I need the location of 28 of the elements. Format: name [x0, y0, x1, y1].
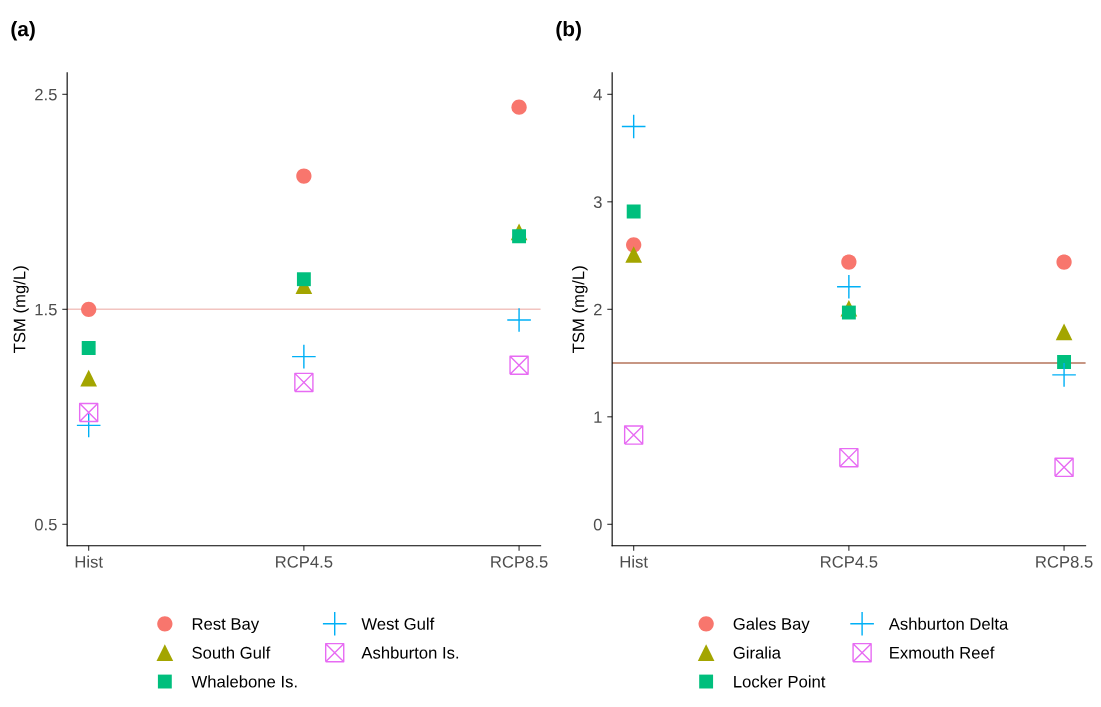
- legend-label: Rest Bay: [192, 618, 260, 634]
- y-tick-label: 4: [593, 88, 602, 101]
- x-tick-label: Hist: [620, 555, 648, 568]
- y-tick-label: 1.5: [35, 303, 57, 316]
- y-axis-title: TSM (mg/L): [572, 266, 588, 353]
- legend-label: Giralia: [733, 646, 781, 659]
- x-tick-label: RCP4.5: [276, 555, 333, 568]
- legend-label: Locker Point: [734, 675, 826, 688]
- legend-label: West Gulf: [361, 617, 435, 630]
- chart-title: (a): [11, 21, 35, 41]
- chart-title: (b): [556, 21, 581, 41]
- y-axis-title: TSM (mg/L): [13, 266, 29, 353]
- legend-label: Exmouth Reef: [890, 646, 995, 659]
- x-tick-label: RCP8.5: [491, 555, 548, 568]
- legend-label: Gales Bay: [733, 617, 810, 634]
- legend-label: Whalebone Is.: [191, 675, 297, 688]
- legend-label: Ashburton Is.: [361, 646, 459, 659]
- legend-label: Ashburton Delta: [888, 617, 1009, 630]
- y-tick-label: 2.5: [35, 88, 57, 101]
- legend-label: South Gulf: [192, 646, 271, 659]
- y-tick-label: 2: [594, 303, 602, 316]
- x-tick-label: Hist: [75, 555, 103, 568]
- y-tick-label: 3: [593, 196, 602, 209]
- y-tick-label: 0: [593, 518, 602, 531]
- x-tick-label: RCP8.5: [1036, 555, 1093, 568]
- y-tick-label: 1: [594, 411, 602, 423]
- x-tick-label: RCP4.5: [821, 555, 878, 568]
- y-tick-label: 0.5: [34, 518, 57, 531]
